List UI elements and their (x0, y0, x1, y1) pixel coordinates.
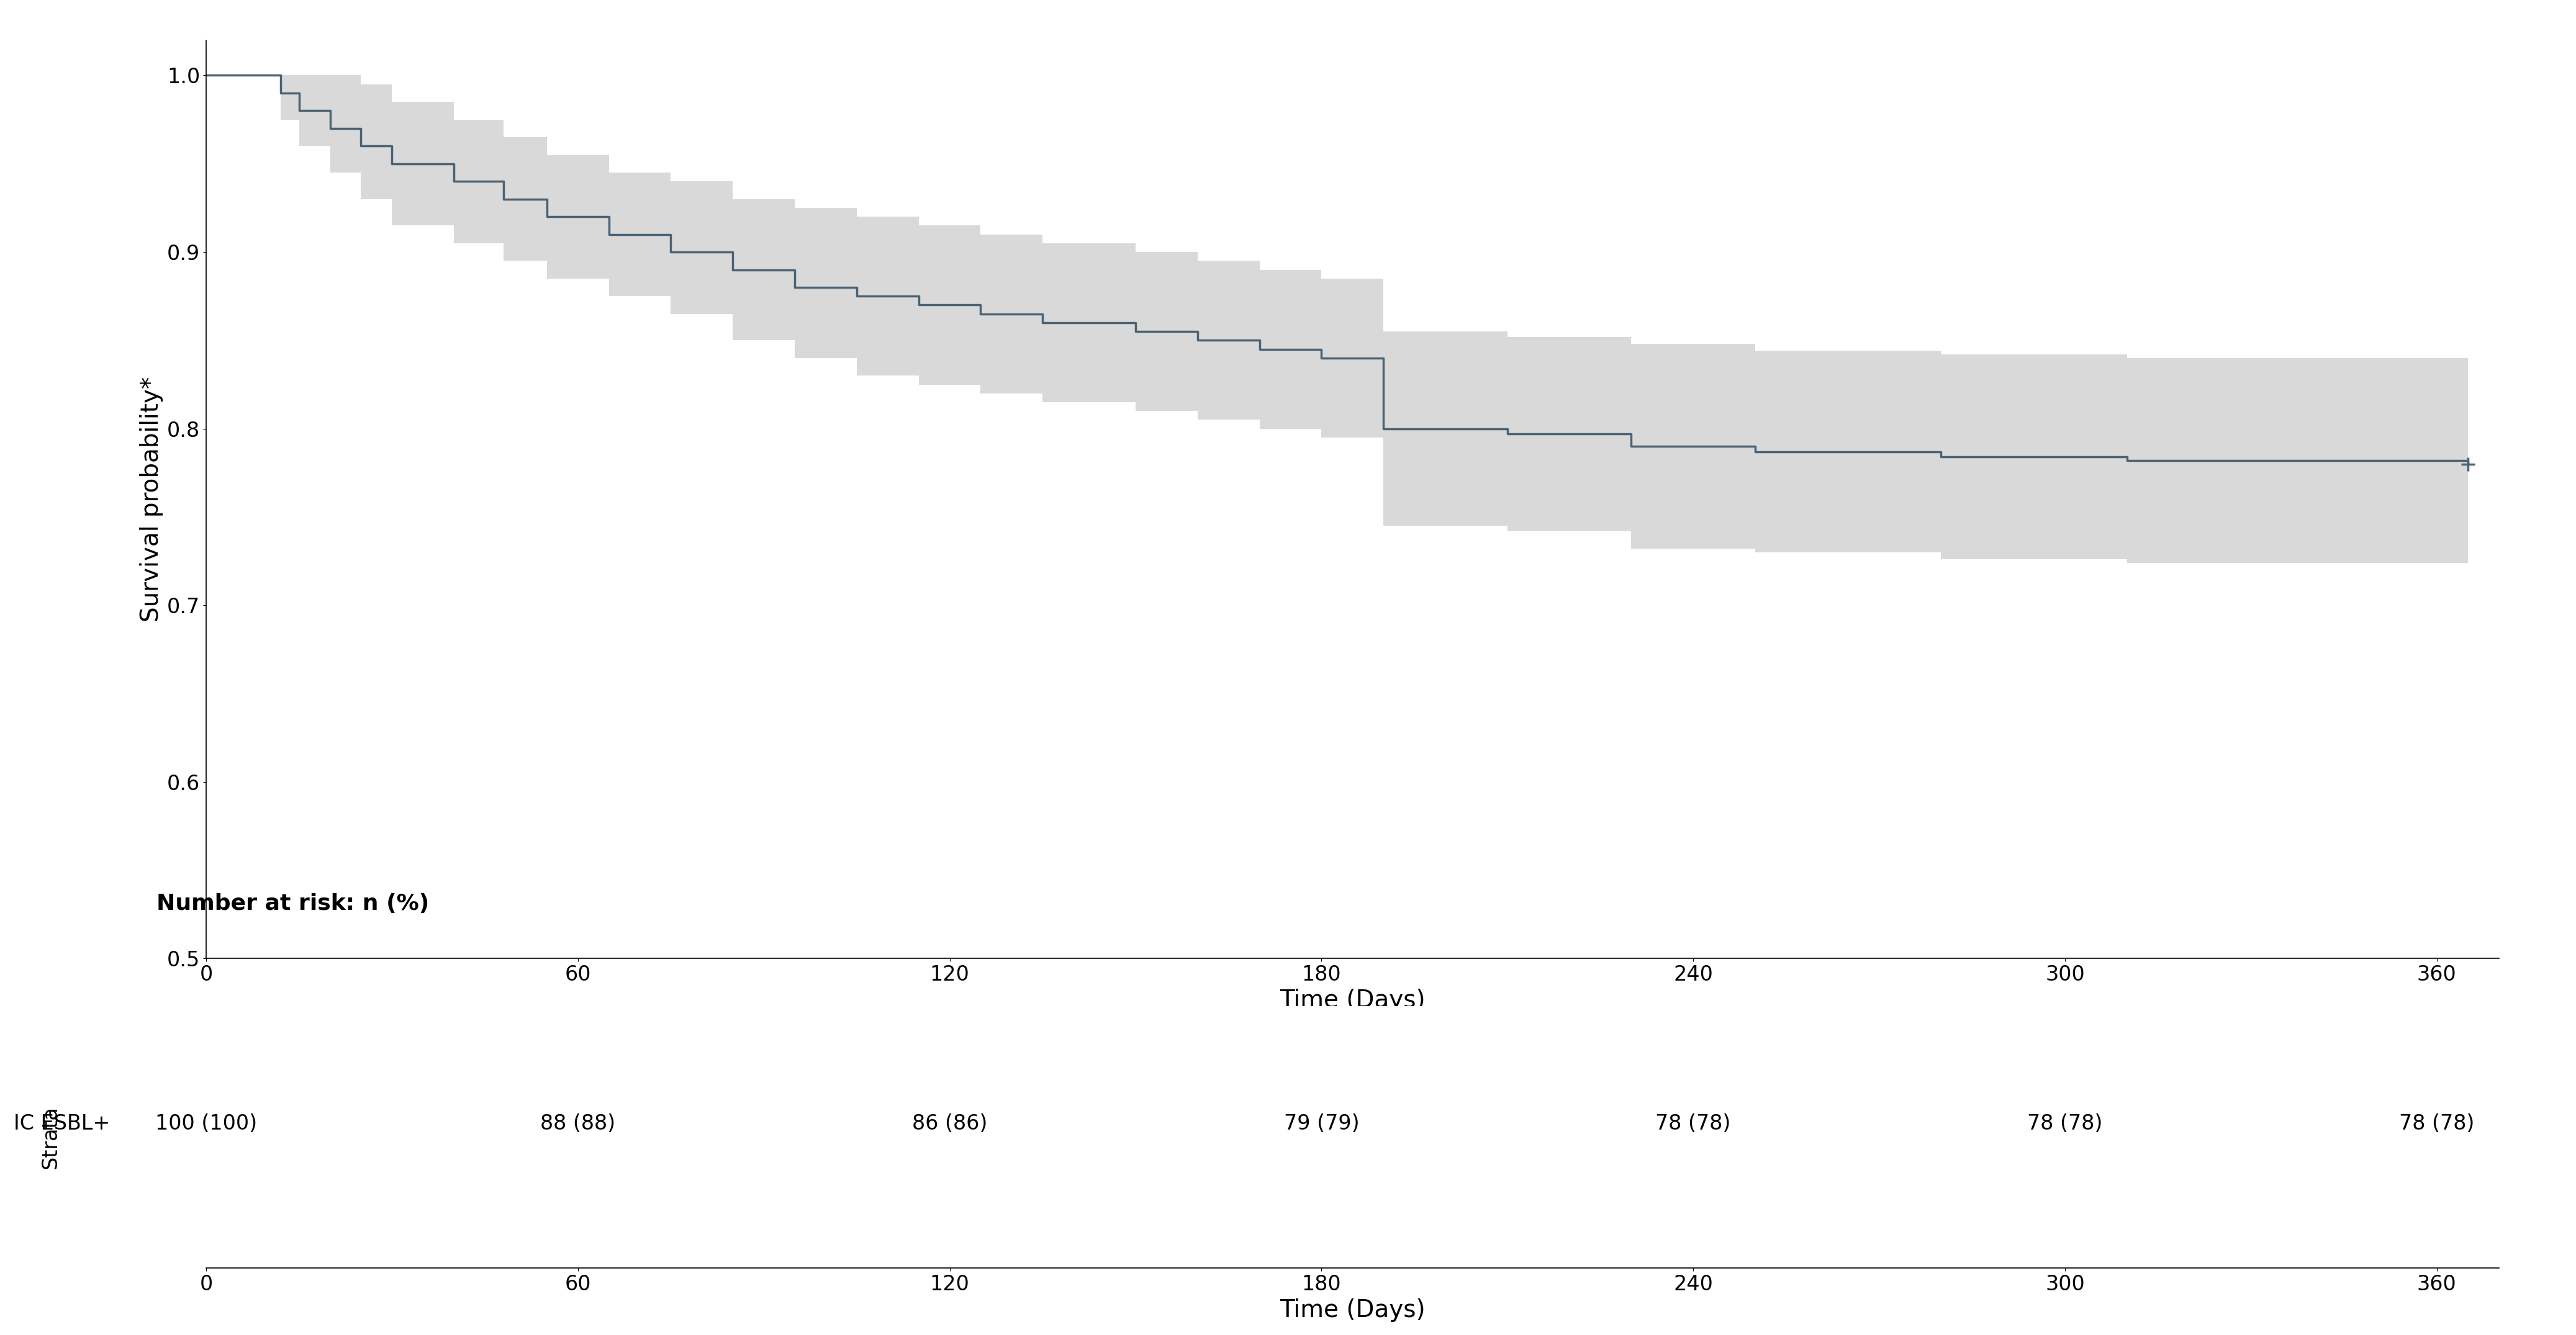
Text: 78 (78): 78 (78) (2398, 1113, 2476, 1135)
Text: 86 (86): 86 (86) (912, 1113, 987, 1135)
X-axis label: Time (Days): Time (Days) (1280, 1298, 1425, 1322)
Text: 79 (79): 79 (79) (1283, 1113, 1360, 1135)
Text: 78 (78): 78 (78) (2027, 1113, 2102, 1135)
Y-axis label: Survival probability*: Survival probability* (139, 376, 162, 622)
Text: 88 (88): 88 (88) (541, 1113, 616, 1135)
Text: 78 (78): 78 (78) (1656, 1113, 1731, 1135)
Text: IC ESBL+: IC ESBL+ (13, 1113, 111, 1135)
Text: Number at risk: n (%): Number at risk: n (%) (157, 893, 430, 914)
X-axis label: Time (Days): Time (Days) (1280, 988, 1425, 1012)
Text: 100 (100): 100 (100) (155, 1113, 258, 1135)
Text: Strata: Strata (41, 1105, 59, 1168)
